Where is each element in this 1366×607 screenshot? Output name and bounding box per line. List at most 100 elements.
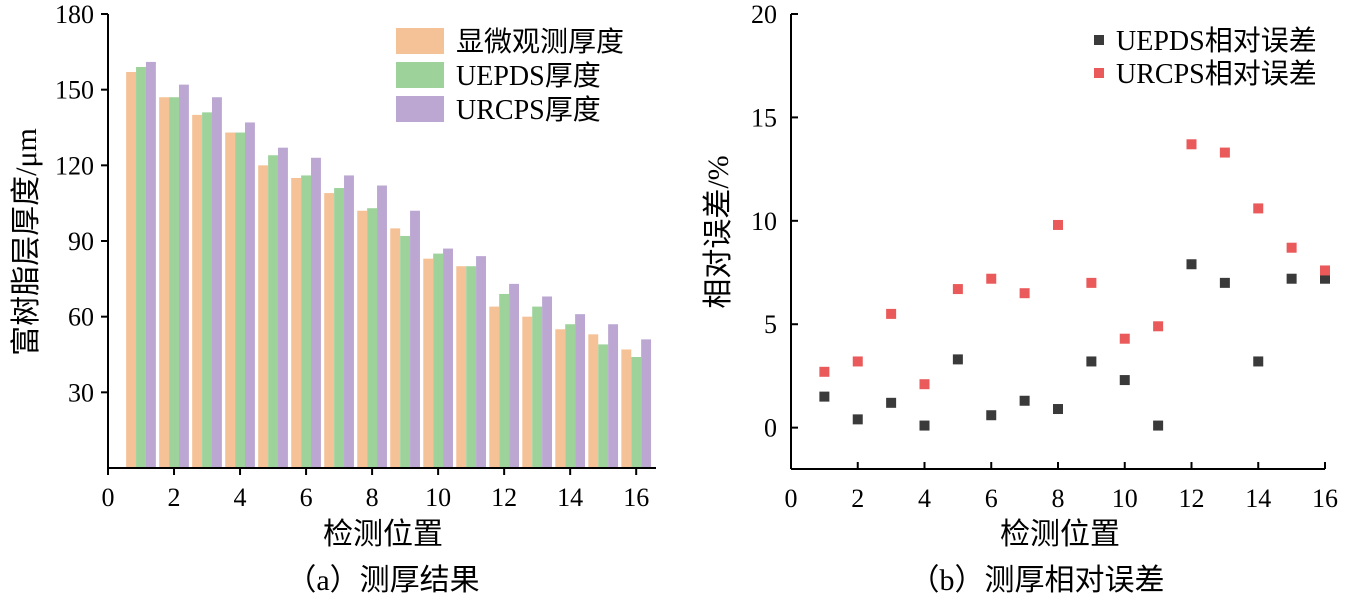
point-s0-pos10 (1119, 375, 1130, 386)
chart-b-y-tick-label: 0 (764, 414, 777, 443)
bar-s1-pos10 (433, 253, 444, 468)
chart-b-y-axis-title: 相对误差/% (702, 155, 735, 308)
bar-s0-pos1 (126, 72, 137, 468)
chart-a-x-tick-label: 6 (300, 483, 313, 512)
chart-a-x-tick-label: 8 (366, 483, 379, 512)
bar-s1-pos7 (334, 188, 345, 469)
chart-a-y-tick-label: 60 (68, 303, 94, 332)
chart-a-legend-label-0: 显微观测厚度 (456, 26, 624, 58)
point-s1-pos12 (1186, 139, 1197, 150)
bar-s0-pos3 (192, 114, 203, 468)
bar-s1-pos2 (169, 97, 179, 468)
bar-s1-pos4 (235, 132, 245, 469)
point-s0-pos7 (1019, 395, 1030, 406)
chart-b-axes: 0 2 4 6 8 10 12 14 16 0 5 10 15 20 (751, 0, 1338, 513)
bar-s1-pos13 (532, 306, 543, 468)
chart-a-y-tick-label: 90 (68, 227, 94, 256)
bar-s1-pos16 (631, 357, 642, 468)
chart-b-x-axis-title: 检测位置 (1000, 518, 1120, 551)
chart-b-x-tick-label: 6 (985, 484, 998, 513)
chart-b-x-tick-label: 4 (918, 484, 931, 513)
chart-a-legend-swatch-2 (396, 96, 444, 122)
chart-b-legend-label-1: URCPS相对误差 (1116, 58, 1317, 90)
bar-s1-pos12 (499, 293, 510, 468)
bar-s1-pos5 (268, 155, 279, 468)
point-s0-pos8 (1053, 404, 1063, 415)
point-s0-pos9 (1086, 356, 1097, 367)
chart-b-x-tick-label: 12 (1179, 484, 1205, 513)
point-s0-pos13 (1219, 277, 1230, 288)
bar-s1-pos15 (598, 344, 609, 468)
bar-s1-pos3 (202, 112, 212, 468)
point-s0-pos15 (1286, 273, 1297, 284)
bar-s0-pos5 (258, 165, 269, 469)
bar-s1-pos11 (466, 266, 477, 468)
bar-s0-pos10 (423, 258, 434, 468)
bar-s2-pos2 (178, 84, 189, 468)
point-s1-pos9 (1086, 277, 1097, 288)
point-s0-pos12 (1186, 259, 1197, 270)
point-s0-pos1 (819, 391, 830, 402)
bar-s0-pos2 (159, 97, 170, 468)
bar-s2-pos1 (145, 61, 156, 469)
chart-b-legend-marker-0 (1094, 35, 1104, 45)
chart-a-y-tick-label: 180 (55, 0, 94, 29)
chart-b-y-tick-label: 15 (751, 103, 777, 132)
bar-s2-pos9 (410, 210, 420, 468)
chart-a-y-tick-label: 150 (55, 76, 94, 105)
point-s1-pos1 (819, 366, 830, 377)
point-s1-pos4 (919, 379, 930, 390)
point-s0-pos6 (986, 410, 997, 421)
chart-a-x-tick-label: 0 (102, 483, 115, 512)
point-s1-pos15 (1286, 242, 1297, 253)
chart-b-caption: （b）测厚相对误差 (910, 564, 1165, 597)
bar-s1-pos9 (400, 235, 411, 468)
bar-s0-pos6 (291, 177, 302, 468)
point-s0-pos5 (952, 354, 963, 365)
chart-a-x-axis-title: 检测位置 (323, 518, 443, 551)
chart-a-x-tick-label: 16 (623, 483, 649, 512)
bar-s0-pos11 (456, 266, 467, 468)
bar-s1-pos8 (367, 208, 378, 468)
point-s1-pos16 (1320, 265, 1330, 276)
chart-b-x-tick-label: 10 (1112, 484, 1138, 513)
bar-s2-pos6 (311, 157, 321, 468)
bar-s2-pos13 (542, 296, 553, 468)
chart-a-axes: 0 2 4 6 8 10 12 14 16 30 60 90 120 150 180 (55, 0, 656, 512)
bar-s2-pos16 (641, 339, 652, 468)
bar-s0-pos13 (522, 316, 533, 468)
chart-b-relative-error: 0 2 4 6 8 10 12 14 16 0 5 10 15 20 UEPDS相对误差URCPS相对误差… (702, 0, 1338, 597)
bar-s2-pos12 (509, 283, 519, 468)
chart-b-points (819, 139, 1330, 431)
chart-b-x-tick-label: 14 (1245, 484, 1271, 513)
chart-a-legend-swatch-0 (396, 28, 444, 54)
bar-s2-pos10 (443, 248, 453, 468)
bar-s2-pos4 (245, 122, 255, 468)
point-s1-pos11 (1153, 321, 1164, 332)
bar-s2-pos3 (211, 97, 222, 468)
bar-s0-pos4 (225, 132, 236, 469)
bar-s1-pos1 (136, 66, 146, 468)
point-s1-pos7 (1019, 288, 1030, 299)
bar-s0-pos7 (324, 193, 335, 469)
chart-b-legend-label-0: UEPDS相对误差 (1116, 25, 1317, 57)
chart-b-y-tick-label: 5 (764, 310, 777, 339)
point-s0-pos11 (1153, 420, 1164, 431)
point-s0-pos2 (852, 414, 863, 425)
point-s1-pos3 (886, 308, 897, 319)
point-s0-pos16 (1320, 273, 1330, 284)
bar-s0-pos14 (555, 329, 566, 468)
chart-b-legend-marker-1 (1094, 68, 1104, 78)
point-s0-pos14 (1253, 356, 1264, 367)
bar-s2-pos7 (344, 175, 354, 468)
chart-a-y-tick-label: 30 (68, 378, 94, 407)
chart-a-caption: （a）测厚结果 (286, 564, 479, 597)
bar-s2-pos11 (476, 256, 486, 468)
bar-s1-pos14 (565, 324, 576, 468)
bar-s0-pos12 (489, 306, 500, 468)
chart-b-x-tick-label: 16 (1312, 484, 1338, 513)
chart-a-bars (126, 61, 652, 469)
chart-a-legend-label-1: UEPDS厚度 (456, 60, 601, 92)
